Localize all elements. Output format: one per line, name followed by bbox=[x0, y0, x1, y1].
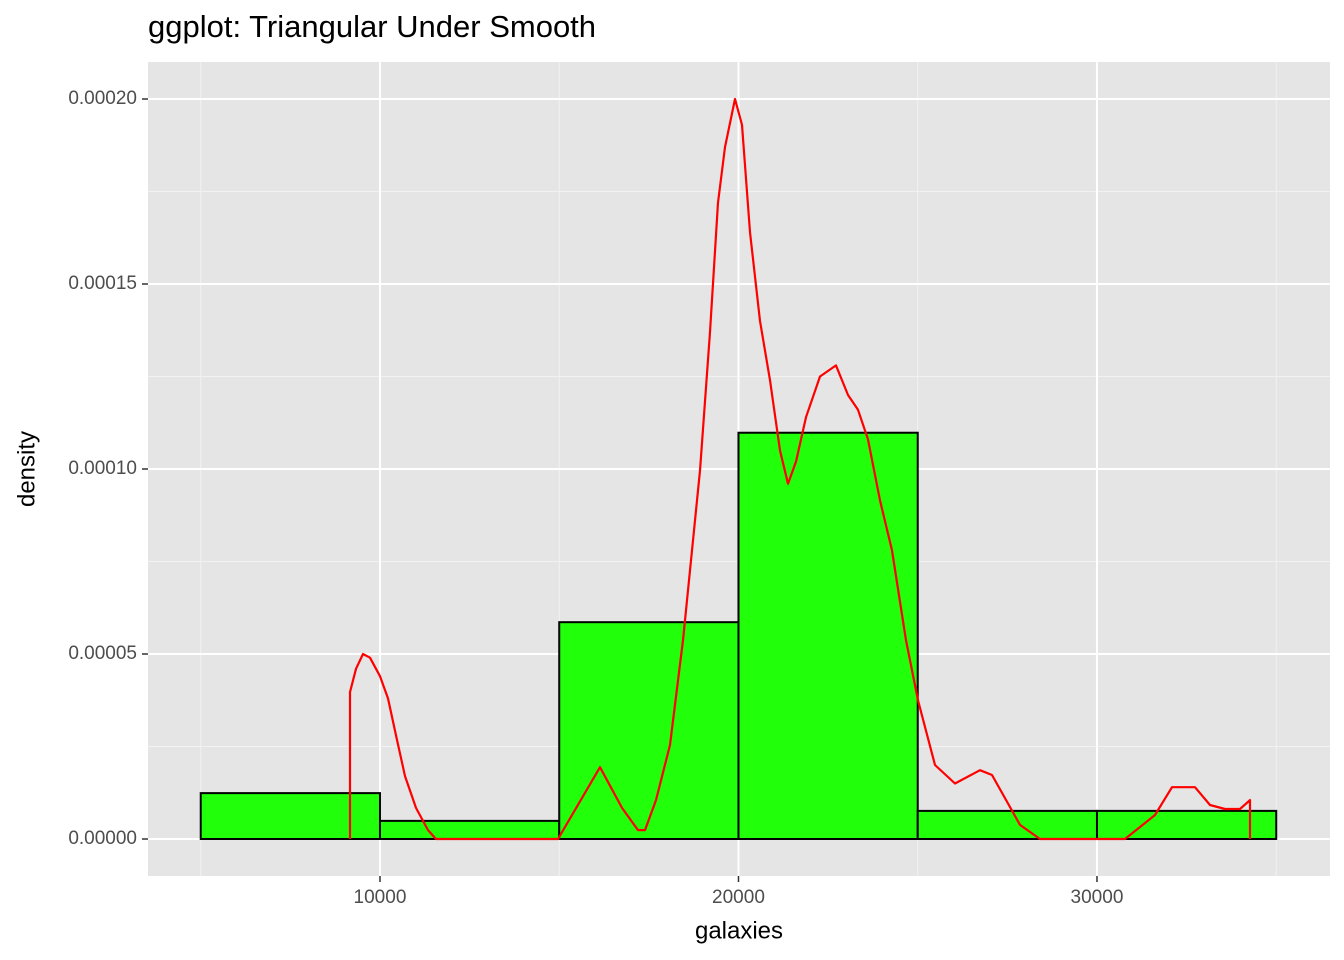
x-tick-label: 10000 bbox=[354, 887, 407, 908]
bar bbox=[1095, 809, 1278, 841]
y-tick-label: 0.00015 bbox=[68, 273, 137, 294]
x-tick-label: 20000 bbox=[712, 887, 765, 908]
y-tick-label: 0.00000 bbox=[68, 828, 137, 849]
x-axis-title: galaxies bbox=[695, 917, 783, 944]
bar bbox=[737, 431, 919, 840]
y-tick-label: 0.00010 bbox=[68, 458, 137, 479]
bar bbox=[558, 621, 740, 840]
chart-title: ggplot: Triangular Under Smooth bbox=[148, 9, 596, 44]
density-line bbox=[348, 97, 1252, 841]
bar bbox=[378, 819, 561, 840]
bar bbox=[199, 792, 381, 840]
bar bbox=[916, 809, 1098, 841]
y-tick-label: 0.00005 bbox=[68, 643, 137, 664]
y-tick-label: 0.00020 bbox=[68, 88, 137, 109]
x-tick-label: 30000 bbox=[1071, 887, 1124, 908]
y-axis-title: density bbox=[13, 431, 40, 507]
